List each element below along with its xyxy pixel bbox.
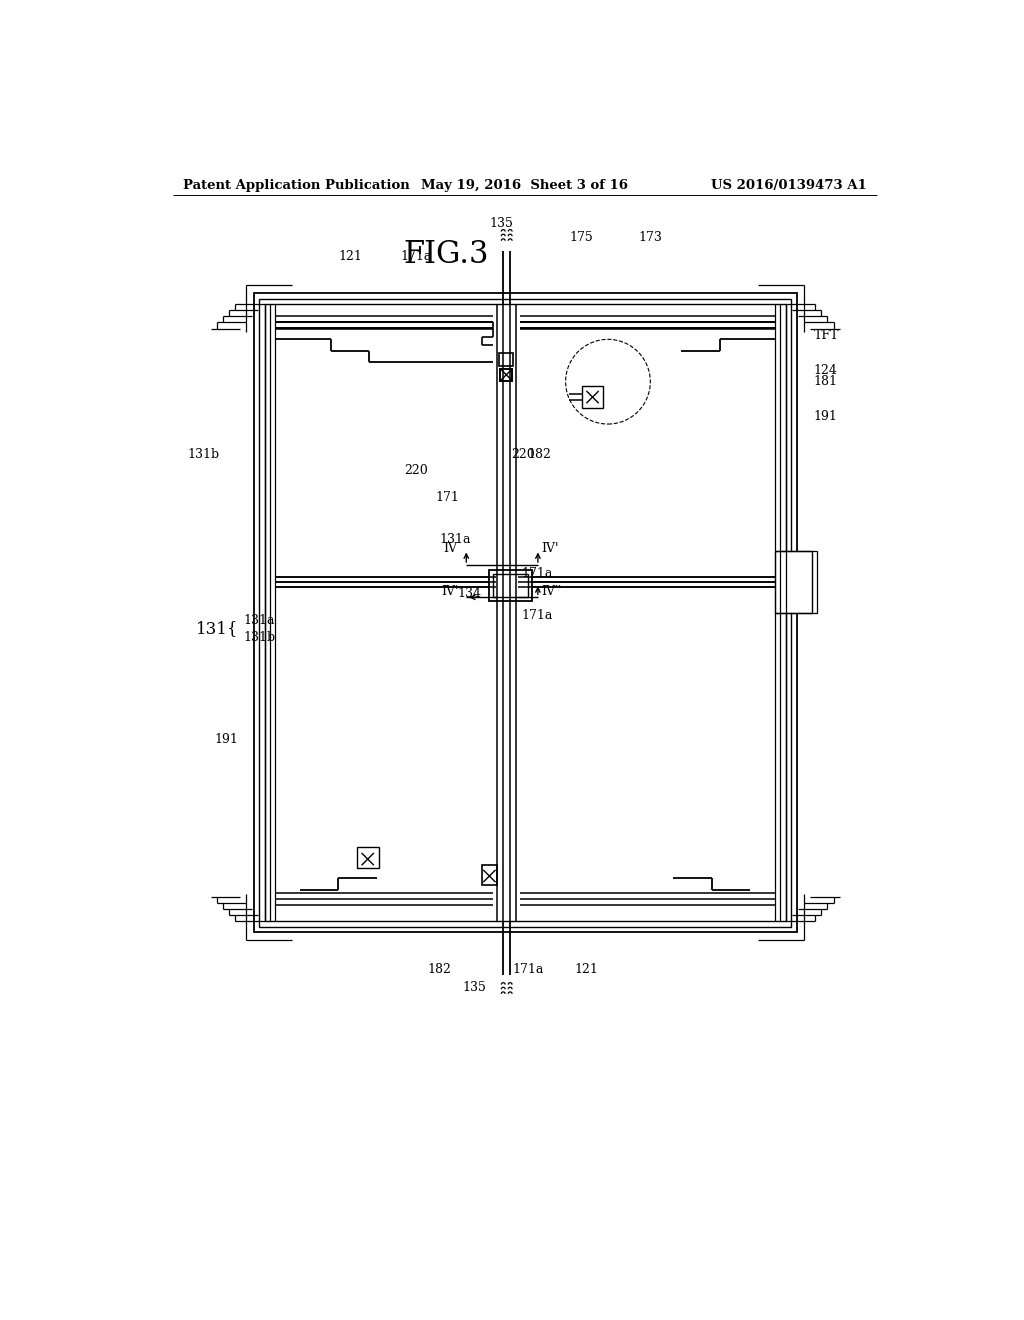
- Text: 171: 171: [435, 491, 460, 504]
- Text: 135: 135: [489, 218, 514, 231]
- Bar: [361, 853, 374, 866]
- Text: 131b: 131b: [187, 449, 219, 462]
- Bar: [582, 387, 603, 408]
- Text: 220: 220: [511, 449, 535, 462]
- Text: 135: 135: [462, 981, 486, 994]
- Bar: [587, 391, 599, 404]
- Text: 171a: 171a: [521, 609, 552, 622]
- Text: 181: 181: [813, 375, 838, 388]
- Bar: [483, 870, 496, 882]
- Text: 131{: 131{: [196, 619, 239, 636]
- Text: US 2016/0139473 A1: US 2016/0139473 A1: [711, 180, 866, 193]
- Text: 131b: 131b: [243, 631, 275, 644]
- Text: 134: 134: [457, 587, 481, 601]
- Text: 171a: 171a: [512, 962, 544, 975]
- Text: 182: 182: [528, 449, 552, 462]
- Bar: [481, 866, 497, 886]
- Bar: [259, 298, 792, 927]
- Text: 121: 121: [574, 962, 598, 975]
- Text: 171a: 171a: [400, 249, 431, 263]
- Bar: [489, 570, 531, 601]
- Text: 191: 191: [214, 733, 239, 746]
- Text: IV′′: IV′′: [541, 585, 561, 598]
- Text: 191: 191: [813, 409, 838, 422]
- Text: FIG.3: FIG.3: [403, 239, 489, 271]
- Text: IV': IV': [441, 585, 459, 598]
- Text: TFT: TFT: [813, 329, 839, 342]
- Text: 175: 175: [569, 231, 593, 244]
- Text: 124: 124: [813, 363, 838, 376]
- Text: 121: 121: [339, 249, 362, 263]
- Text: 131a: 131a: [439, 533, 471, 546]
- Text: Patent Application Publication: Patent Application Publication: [183, 180, 410, 193]
- Text: 171a: 171a: [521, 566, 552, 579]
- Text: IV: IV: [443, 541, 457, 554]
- Text: 220: 220: [404, 463, 428, 477]
- Text: 173: 173: [639, 231, 663, 244]
- Bar: [494, 574, 528, 598]
- Text: May 19, 2016  Sheet 3 of 16: May 19, 2016 Sheet 3 of 16: [421, 180, 629, 193]
- Text: 131a: 131a: [243, 614, 274, 627]
- Bar: [500, 368, 512, 381]
- Text: IV': IV': [541, 541, 558, 554]
- Text: 182: 182: [428, 962, 452, 975]
- Bar: [357, 847, 379, 869]
- Bar: [775, 552, 817, 612]
- Bar: [500, 354, 513, 366]
- Bar: [264, 304, 785, 921]
- Bar: [254, 293, 797, 932]
